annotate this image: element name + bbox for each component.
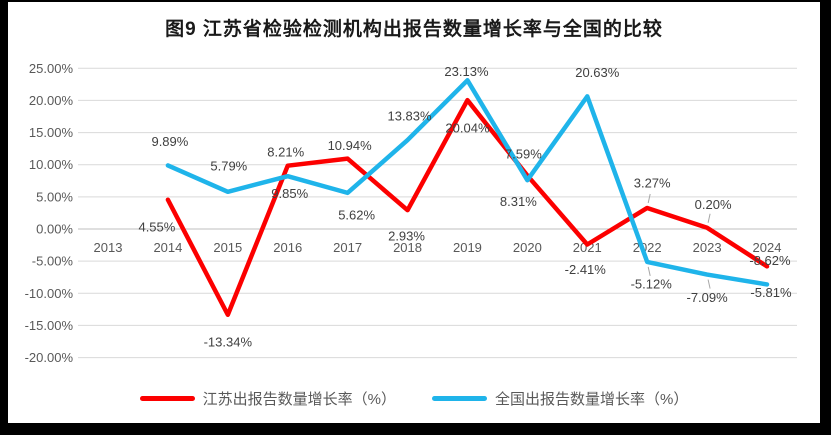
data-label-jiangsu: 20.04% [445, 121, 490, 136]
data-label-national: 13.83% [387, 109, 432, 124]
x-axis-label: 2014 [153, 240, 182, 255]
data-label-national: 7.59% [505, 147, 542, 162]
y-axis-label: 25.00% [29, 61, 74, 76]
data-label-jiangsu: 3.27% [634, 175, 671, 190]
chart-panel [8, 2, 820, 423]
y-axis-label: -15.00% [25, 318, 74, 333]
chart-title: 图9 江苏省检验检测机构出报告数量增长率与全国的比较 [165, 19, 663, 40]
y-axis-label: -5.00% [32, 254, 74, 269]
y-axis-label: 20.00% [29, 93, 74, 108]
data-label-jiangsu: 2.93% [388, 229, 425, 244]
x-axis-label: 2021 [573, 240, 602, 255]
legend-label-national: 全国出报告数量增长率（%） [495, 391, 689, 408]
data-label-national: 5.79% [210, 158, 247, 173]
data-label-jiangsu: 4.55% [138, 219, 175, 234]
data-label-jiangsu: -13.34% [204, 334, 253, 349]
data-label-national: 9.89% [151, 134, 188, 149]
x-axis-label: 2020 [513, 240, 542, 255]
national-line-swatch-icon [432, 396, 487, 401]
data-label-national: 23.13% [444, 64, 489, 79]
y-axis-label: 10.00% [29, 157, 74, 172]
label-leader-line [707, 279, 711, 289]
data-label-jiangsu: -5.81% [750, 285, 792, 300]
data-label-national: 8.21% [267, 145, 304, 160]
series-line-national [165, 78, 770, 287]
jiangsu-line-swatch-icon [139, 396, 195, 401]
x-axis-label: 2024 [753, 240, 782, 255]
data-label-national: 20.63% [575, 65, 620, 80]
data-label-jiangsu: 0.20% [695, 197, 732, 212]
data-label-jiangsu: -2.41% [565, 262, 607, 277]
label-leader-line [647, 266, 651, 277]
x-axis-label: 2019 [453, 240, 482, 255]
series-line-jiangsu [165, 97, 770, 318]
data-label-national: -5.12% [631, 276, 673, 291]
label-leader-line [647, 193, 651, 204]
data-label-jiangsu: 9.85% [271, 186, 308, 201]
x-axis-label: 2018 [393, 240, 422, 255]
x-axis-label: 2016 [273, 240, 302, 255]
data-label-national: -7.09% [686, 290, 728, 305]
legend-item-national: 全国出报告数量增长率（%） [432, 388, 688, 409]
data-label-jiangsu: 8.31% [500, 194, 537, 209]
legend-label-jiangsu: 江苏出报告数量增长率（%） [202, 391, 396, 408]
y-axis-label: 5.00% [36, 189, 73, 204]
data-label-national: -8.62% [749, 253, 791, 268]
y-axis-label: -10.00% [25, 286, 74, 301]
y-axis-label: 0.00% [36, 222, 73, 237]
data-label-national: 5.62% [338, 207, 375, 222]
legend-item-jiangsu: 江苏出报告数量增长率（%） [139, 388, 396, 409]
label-leader-line [707, 213, 711, 223]
x-axis-label: 2023 [693, 240, 722, 255]
chart-legend: 江苏出报告数量增长率（%） 全国出报告数量增长率（%） [8, 388, 820, 409]
y-axis-label: -20.00% [25, 350, 74, 365]
data-label-jiangsu: 10.94% [328, 138, 373, 153]
x-axis-label: 2017 [333, 240, 362, 255]
x-axis-label: 2022 [633, 240, 662, 255]
y-axis-label: 15.00% [29, 125, 74, 140]
x-axis-label: 2015 [213, 240, 242, 255]
x-axis-label: 2013 [94, 240, 123, 255]
